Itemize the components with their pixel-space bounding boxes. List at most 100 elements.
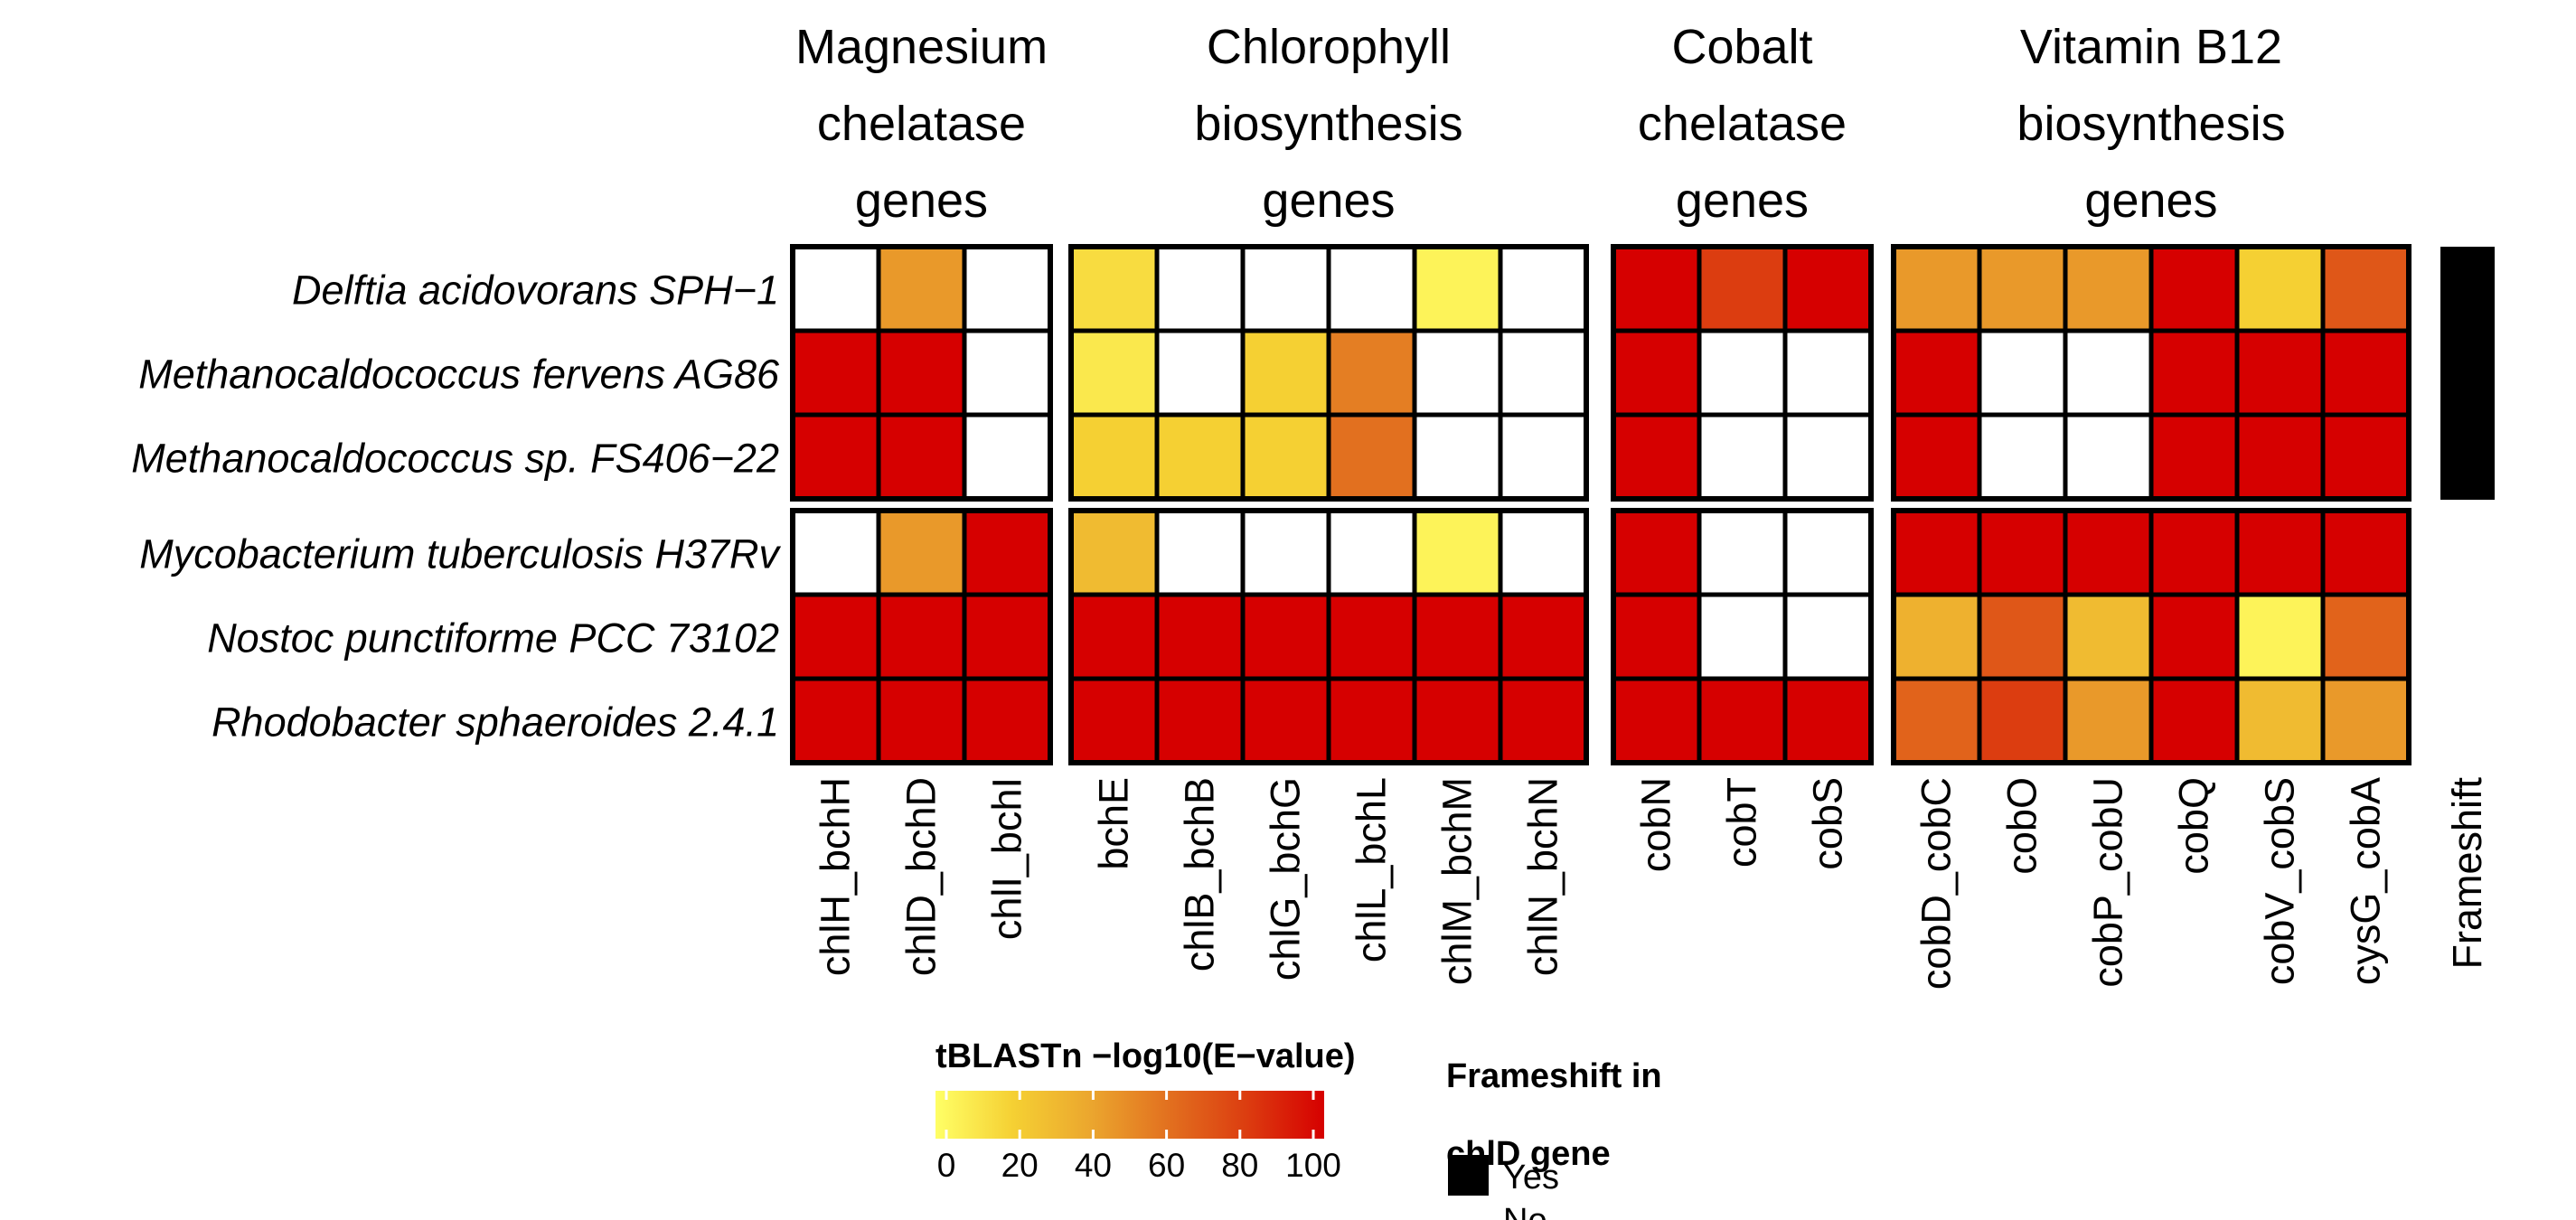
heatmap-cell: [2234, 508, 2326, 597]
column-label: chlG_bchG: [1263, 777, 1309, 981]
heatmap-cell: [1891, 508, 1982, 597]
heatmap-cell: [1782, 328, 1874, 418]
heatmap-cell: [790, 508, 881, 597]
heatmap-cell: [1068, 328, 1160, 418]
heatmap-cell: [790, 676, 881, 765]
column-label: chlL_bchL: [1349, 777, 1395, 962]
column-label: chlD_bchD: [898, 777, 945, 976]
group-title-line: chelatase: [1638, 97, 1847, 151]
heatmap-cell: [2148, 592, 2240, 681]
heatmap-cell: [2320, 328, 2411, 418]
row-label: Methanocaldococcus fervens AG86: [138, 352, 780, 398]
group-title-line: genes: [1262, 174, 1395, 228]
heatmap-cell: [2320, 592, 2411, 681]
column-label: chlB_bchB: [1177, 777, 1223, 971]
heatmap-cell: [1154, 412, 1246, 502]
column-label: cysG_cobA: [2343, 777, 2389, 985]
column-label: cobD_cobC: [1913, 777, 1960, 990]
heatmap-cell: [2063, 328, 2154, 418]
frameshift-legend-swatch: [1448, 1155, 1489, 1196]
colorbar-tick-label: 0: [937, 1147, 956, 1184]
column-label: bchE: [1091, 777, 1137, 870]
heatmap-cell: [1412, 244, 1503, 333]
heatmap-cell: [1697, 508, 1788, 597]
heatmap-cell: [962, 328, 1053, 418]
heatmap-cell: [1891, 676, 1982, 765]
heatmap-cell: [1412, 412, 1503, 502]
heatmap-cell: [1498, 412, 1589, 502]
heatmap-cell: [1697, 412, 1788, 502]
heatmap-cell: [1154, 508, 1246, 597]
heatmap-cell: [1068, 676, 1160, 765]
column-label: cobQ: [2171, 777, 2217, 875]
heatmap-cell: [876, 244, 967, 333]
frameshift-legend-label: Yes: [1503, 1159, 1559, 1197]
heatmap-cell: [1782, 508, 1874, 597]
heatmap-cell: [962, 508, 1053, 597]
colorbar-tick-label: 20: [1001, 1147, 1039, 1184]
heatmap-cell: [1977, 508, 2068, 597]
heatmap-cell: [2063, 676, 2154, 765]
heatmap-cell: [1412, 328, 1503, 418]
heatmap-cell: [1240, 676, 1331, 765]
heatmap-cell: [1697, 328, 1788, 418]
group-title-line: chelatase: [817, 97, 1026, 151]
heatmap-cell: [1782, 412, 1874, 502]
heatmap-cell: [2063, 592, 2154, 681]
heatmap-cell: [1697, 676, 1788, 765]
heatmap-cell: [1068, 412, 1160, 502]
group-title-line: biosynthesis: [2017, 97, 2285, 151]
heatmap-cell: [1326, 508, 1417, 597]
heatmap-cell: [2148, 328, 2240, 418]
row-label: Mycobacterium tuberculosis H37Rv: [139, 531, 781, 577]
heatmap-cell: [1891, 328, 1982, 418]
heatmap-cell: [1498, 244, 1589, 333]
row-label: Nostoc punctiforme PCC 73102: [207, 615, 779, 662]
heatmap-cell: [1697, 244, 1788, 333]
heatmap-cell: [962, 676, 1053, 765]
heatmap-cell: [1240, 244, 1331, 333]
heatmap-cell: [1782, 676, 1874, 765]
heatmap-cell: [1154, 676, 1246, 765]
column-label: chlN_bchN: [1520, 777, 1566, 976]
frameshift-legend-label: No: [1503, 1202, 1547, 1220]
heatmap-cell: [1977, 676, 2068, 765]
frameshift-cell: [2440, 331, 2495, 416]
heatmap-cell: [1977, 592, 2068, 681]
column-label: cobN: [1633, 777, 1679, 872]
group-title-line: genes: [2084, 174, 2217, 228]
heatmap-cell: [1977, 328, 2068, 418]
heatmap-cell: [1326, 412, 1417, 502]
column-label: cobT: [1719, 777, 1765, 868]
column-label: cobP_cobU: [2085, 777, 2131, 988]
heatmap-cell: [962, 244, 1053, 333]
heatmap-cell: [962, 412, 1053, 502]
heatmap-cell: [1611, 328, 1702, 418]
heatmap-cell: [1240, 328, 1331, 418]
group-title-line: genes: [855, 174, 988, 228]
heatmap-cell: [1977, 412, 2068, 502]
heatmap-cell: [2148, 244, 2240, 333]
heatmap-cell: [1154, 328, 1246, 418]
heatmap-block-border: [790, 244, 1053, 502]
heatmap-cell: [2234, 412, 2326, 502]
heatmap-block-border: [1068, 244, 1589, 502]
heatmap-cell: [1498, 328, 1589, 418]
heatmap-block-border: [1611, 508, 1874, 765]
heatmap-cell: [2234, 592, 2326, 681]
group-title-line: genes: [1676, 174, 1809, 228]
heatmap-cell: [1891, 592, 1982, 681]
heatmap-cell: [876, 592, 967, 681]
heatmap-cell: [2234, 328, 2326, 418]
heatmap-cell: [1412, 592, 1503, 681]
heatmap-cell: [1977, 244, 2068, 333]
colorbar-tick-label: 60: [1148, 1147, 1185, 1184]
heatmap-block-border: [1611, 244, 1874, 502]
group-title-line: biosynthesis: [1194, 97, 1462, 151]
heatmap-cell: [1412, 676, 1503, 765]
group-title-line: Magnesium: [795, 20, 1048, 74]
heatmap-cell: [2320, 412, 2411, 502]
heatmap-cell: [1498, 508, 1589, 597]
colorbar-title: tBLASTn −log10(E−value): [935, 1037, 1356, 1075]
heatmap-cell: [1326, 592, 1417, 681]
